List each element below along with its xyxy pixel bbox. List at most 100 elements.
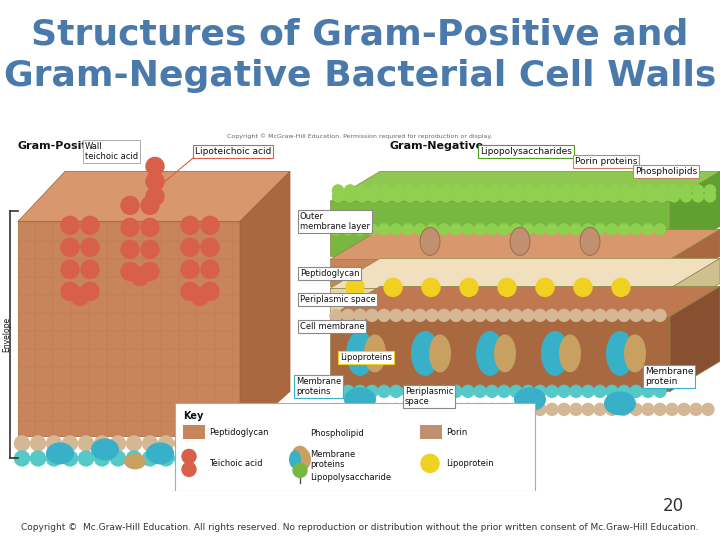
Circle shape	[207, 451, 222, 466]
Circle shape	[146, 187, 164, 205]
Polygon shape	[670, 171, 720, 256]
Circle shape	[594, 403, 606, 415]
Circle shape	[523, 224, 534, 235]
Circle shape	[61, 238, 79, 256]
Circle shape	[477, 191, 487, 202]
Ellipse shape	[606, 331, 634, 376]
Circle shape	[549, 185, 559, 196]
Circle shape	[630, 386, 642, 397]
Circle shape	[438, 386, 450, 397]
Circle shape	[78, 436, 94, 451]
Circle shape	[390, 386, 402, 397]
Circle shape	[618, 224, 629, 235]
Circle shape	[14, 451, 30, 466]
Circle shape	[498, 386, 510, 397]
Circle shape	[693, 191, 703, 202]
Text: Lipopolysaccharides: Lipopolysaccharides	[480, 147, 572, 156]
Circle shape	[287, 451, 302, 466]
Circle shape	[513, 185, 523, 196]
Circle shape	[405, 185, 415, 196]
Circle shape	[366, 386, 378, 397]
Ellipse shape	[510, 227, 530, 255]
Circle shape	[510, 386, 522, 397]
Circle shape	[690, 403, 702, 415]
Circle shape	[146, 172, 164, 191]
Circle shape	[608, 185, 619, 196]
Circle shape	[61, 260, 79, 279]
Circle shape	[141, 197, 159, 214]
Circle shape	[293, 447, 307, 461]
Circle shape	[342, 309, 354, 321]
Text: Lipopolysaccharide: Lipopolysaccharide	[310, 473, 391, 482]
Circle shape	[333, 191, 343, 202]
Circle shape	[596, 191, 608, 202]
Circle shape	[78, 451, 94, 466]
Circle shape	[127, 436, 142, 451]
Circle shape	[94, 436, 109, 451]
Polygon shape	[240, 171, 290, 436]
Circle shape	[287, 436, 302, 451]
Circle shape	[451, 224, 462, 235]
Circle shape	[498, 403, 510, 415]
Circle shape	[549, 191, 559, 202]
Circle shape	[678, 403, 690, 415]
Circle shape	[642, 309, 654, 321]
Circle shape	[510, 309, 522, 321]
Polygon shape	[330, 316, 670, 392]
Text: Teichoic acid: Teichoic acid	[209, 459, 263, 468]
Circle shape	[486, 386, 498, 397]
Circle shape	[560, 191, 572, 202]
Circle shape	[702, 403, 714, 415]
Circle shape	[390, 403, 402, 415]
Circle shape	[181, 282, 199, 300]
Text: Gram-Negative: Gram-Negative	[390, 141, 484, 151]
Ellipse shape	[289, 450, 301, 468]
Circle shape	[421, 454, 439, 472]
Circle shape	[392, 185, 403, 196]
Circle shape	[63, 436, 78, 451]
Circle shape	[356, 185, 367, 196]
Ellipse shape	[91, 438, 119, 461]
Circle shape	[570, 309, 582, 321]
Circle shape	[522, 386, 534, 397]
Circle shape	[462, 403, 474, 415]
Circle shape	[536, 185, 547, 196]
Text: Lipoproteins: Lipoproteins	[340, 353, 392, 362]
Circle shape	[110, 436, 125, 451]
Circle shape	[330, 386, 342, 397]
Text: Porin: Porin	[446, 428, 467, 437]
Text: Lipoteichoic acid: Lipoteichoic acid	[195, 147, 271, 156]
Circle shape	[426, 386, 438, 397]
Text: Periplasmic space: Periplasmic space	[300, 295, 376, 304]
Circle shape	[621, 191, 631, 202]
Polygon shape	[330, 171, 720, 201]
Circle shape	[632, 185, 644, 196]
Circle shape	[207, 436, 222, 451]
Circle shape	[474, 386, 486, 397]
Circle shape	[441, 191, 451, 202]
Circle shape	[558, 386, 570, 397]
Circle shape	[606, 386, 618, 397]
Circle shape	[343, 224, 354, 235]
Circle shape	[369, 185, 379, 196]
Circle shape	[500, 185, 511, 196]
Circle shape	[346, 279, 364, 296]
Circle shape	[254, 436, 269, 451]
Circle shape	[121, 262, 139, 280]
Circle shape	[158, 436, 174, 451]
Circle shape	[81, 260, 99, 279]
Circle shape	[704, 191, 716, 202]
Circle shape	[574, 279, 592, 296]
Circle shape	[378, 309, 390, 321]
Circle shape	[121, 240, 139, 259]
Circle shape	[474, 224, 485, 235]
Circle shape	[572, 185, 583, 196]
Text: Structures of Gram-Positive and
Gram-Negative Bacterial Cell Walls: Structures of Gram-Positive and Gram-Neg…	[4, 18, 716, 92]
Ellipse shape	[124, 454, 146, 469]
Circle shape	[486, 403, 498, 415]
Ellipse shape	[364, 334, 386, 373]
Circle shape	[254, 451, 269, 466]
Ellipse shape	[414, 392, 446, 415]
Circle shape	[668, 185, 680, 196]
Text: Outer
membrane layer: Outer membrane layer	[300, 212, 370, 231]
